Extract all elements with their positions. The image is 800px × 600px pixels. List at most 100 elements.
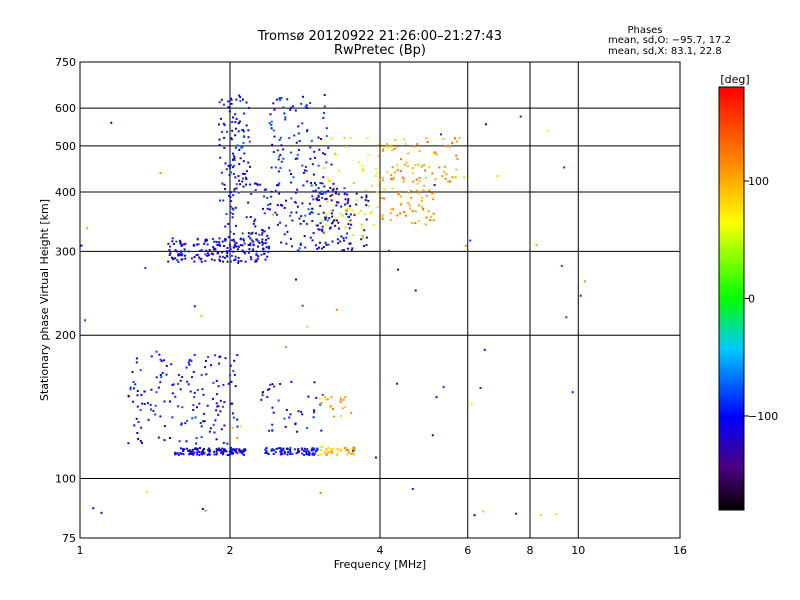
data-point xyxy=(291,219,294,222)
data-point xyxy=(258,242,261,244)
data-point xyxy=(219,399,222,402)
data-point xyxy=(221,447,224,450)
data-point xyxy=(304,169,306,172)
data-point xyxy=(235,245,238,248)
data-point xyxy=(136,394,139,397)
data-point xyxy=(327,451,330,454)
data-point xyxy=(276,98,278,101)
data-point xyxy=(200,315,203,318)
data-point xyxy=(215,450,218,452)
data-point xyxy=(343,447,346,450)
data-point xyxy=(391,166,394,169)
data-point xyxy=(188,453,191,456)
data-point xyxy=(422,207,425,210)
data-point xyxy=(339,212,342,215)
data-point xyxy=(267,245,270,248)
data-point xyxy=(330,163,333,166)
data-point xyxy=(332,221,334,224)
data-point xyxy=(203,452,206,455)
data-point xyxy=(238,94,241,97)
data-point xyxy=(272,102,275,105)
data-point xyxy=(303,447,306,450)
data-point xyxy=(364,189,367,192)
data-point xyxy=(248,140,251,143)
data-point xyxy=(188,449,191,452)
data-point xyxy=(271,423,274,426)
data-point xyxy=(263,212,266,215)
data-point xyxy=(257,255,260,258)
data-point xyxy=(226,453,229,456)
data-point xyxy=(270,127,273,130)
data-point xyxy=(424,223,427,226)
data-point xyxy=(331,209,334,212)
data-point xyxy=(407,191,410,194)
data-points xyxy=(80,94,586,517)
data-point xyxy=(254,218,257,221)
data-point xyxy=(229,205,232,208)
data-point xyxy=(184,242,187,245)
data-point xyxy=(344,203,346,206)
data-point xyxy=(247,244,250,246)
data-point xyxy=(282,449,285,451)
data-point xyxy=(187,361,190,364)
data-point xyxy=(337,450,340,453)
data-point xyxy=(165,373,168,376)
data-point xyxy=(444,145,447,148)
data-point xyxy=(391,149,394,152)
data-point xyxy=(306,128,309,131)
data-point xyxy=(251,231,254,234)
data-point xyxy=(417,163,420,166)
data-point xyxy=(284,224,287,227)
data-point xyxy=(201,388,204,391)
data-point xyxy=(381,176,384,179)
data-point xyxy=(223,424,226,427)
data-point xyxy=(211,237,214,240)
data-point xyxy=(325,127,328,130)
data-point xyxy=(241,452,244,455)
data-point xyxy=(255,232,257,235)
data-point xyxy=(242,98,244,101)
data-point xyxy=(192,404,195,407)
data-point xyxy=(238,148,241,151)
data-point xyxy=(403,163,406,166)
data-point xyxy=(224,357,227,360)
data-point xyxy=(429,219,432,222)
data-point xyxy=(383,188,386,191)
data-point xyxy=(343,187,346,190)
data-point xyxy=(232,448,235,451)
data-point xyxy=(235,448,238,450)
data-point xyxy=(294,191,297,194)
data-point xyxy=(216,405,219,408)
data-point xyxy=(232,250,235,253)
data-point xyxy=(341,249,344,252)
data-point xyxy=(169,400,171,403)
data-point xyxy=(257,240,260,243)
data-point xyxy=(168,254,171,256)
data-point xyxy=(189,450,192,453)
data-point xyxy=(311,239,314,242)
data-point xyxy=(370,184,373,187)
data-point xyxy=(266,207,269,210)
data-point xyxy=(327,243,330,246)
data-point xyxy=(230,98,233,101)
data-point xyxy=(329,406,332,409)
data-point xyxy=(296,157,299,160)
data-point xyxy=(336,453,339,456)
data-point xyxy=(283,112,286,115)
data-point xyxy=(184,257,187,260)
data-point xyxy=(184,250,187,253)
y-tick-label: 750 xyxy=(55,56,76,69)
data-point xyxy=(332,447,335,450)
data-point xyxy=(210,258,213,261)
data-point xyxy=(227,236,230,239)
data-point xyxy=(301,452,304,455)
data-point xyxy=(154,413,157,416)
data-point xyxy=(140,426,143,429)
data-point xyxy=(235,187,238,190)
data-point xyxy=(421,205,423,208)
data-point xyxy=(324,198,327,201)
data-point xyxy=(206,404,209,407)
data-point xyxy=(243,135,246,138)
data-point xyxy=(271,143,274,146)
data-point xyxy=(309,102,312,105)
